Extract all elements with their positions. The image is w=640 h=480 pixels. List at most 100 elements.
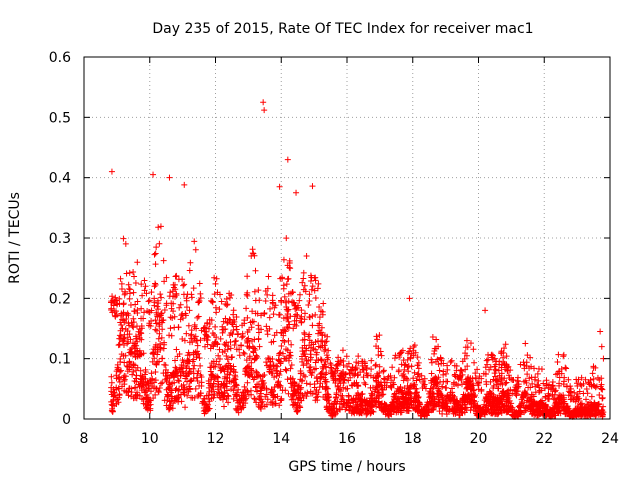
data-point (314, 285, 321, 292)
data-point (155, 306, 162, 313)
data-point (469, 382, 476, 389)
data-point (590, 375, 597, 382)
data-point (406, 295, 413, 302)
data-point (592, 364, 599, 371)
data-point (501, 375, 508, 382)
data-point (403, 407, 410, 414)
chart-title: Day 235 of 2015, Rate Of TEC Index for r… (152, 21, 533, 37)
data-point (410, 347, 417, 354)
data-point (527, 384, 534, 391)
data-point (384, 410, 391, 417)
data-point (253, 352, 260, 359)
data-point (322, 386, 329, 393)
data-point (221, 389, 228, 396)
data-point (210, 388, 217, 395)
data-point (166, 332, 173, 339)
data-point (108, 305, 115, 312)
data-point (458, 376, 465, 383)
data-point (221, 403, 228, 410)
data-point (187, 259, 194, 266)
data-point (532, 383, 539, 390)
data-point (503, 379, 510, 386)
data-point (413, 404, 420, 411)
data-point (305, 302, 312, 309)
data-point (211, 274, 218, 281)
tick-labels: 8 10 12 14 16 18 20 22 24 0 0.1 0.2 0.3 0.4 0.5 0.6 (49, 50, 619, 447)
data-point (210, 394, 217, 401)
data-point (372, 399, 379, 406)
data-point (219, 326, 226, 333)
data-point (299, 358, 306, 365)
data-point (584, 390, 591, 397)
data-point (152, 369, 159, 376)
data-point (463, 404, 470, 411)
data-point (156, 313, 163, 320)
data-point (167, 325, 174, 332)
data-point (515, 383, 522, 390)
data-point (194, 342, 201, 349)
data-point (299, 337, 306, 344)
data-point (315, 322, 322, 329)
data-point (393, 407, 400, 414)
data-point (323, 369, 330, 376)
data-point (280, 332, 287, 339)
data-point (126, 269, 133, 276)
data-point (321, 342, 328, 349)
data-point (289, 402, 296, 409)
data-point (297, 291, 304, 298)
data-point (234, 331, 241, 338)
data-point (529, 380, 536, 387)
data-point (291, 387, 298, 394)
data-point (474, 380, 481, 387)
data-point (486, 366, 493, 373)
data-point (318, 338, 325, 345)
data-point (233, 323, 240, 330)
data-point (591, 383, 598, 390)
data-point (455, 375, 462, 382)
data-point (301, 282, 308, 289)
data-point (556, 382, 563, 389)
data-point (123, 363, 130, 369)
data-point (136, 352, 143, 359)
data-point (230, 387, 237, 394)
data-point (156, 384, 163, 391)
data-point (151, 299, 158, 306)
data-point (281, 355, 288, 362)
data-point (434, 381, 441, 388)
data-point (288, 380, 295, 387)
data-point (269, 356, 276, 363)
data-point (157, 340, 164, 347)
data-point (445, 408, 452, 415)
data-point (362, 381, 369, 388)
data-point (338, 370, 345, 377)
data-point (400, 377, 407, 384)
data-point (129, 323, 136, 330)
data-point (133, 395, 140, 402)
data-point (397, 400, 404, 407)
data-point (391, 394, 398, 401)
data-point (122, 326, 129, 333)
data-point (429, 334, 436, 341)
data-point (428, 359, 435, 366)
data-point (272, 400, 279, 407)
data-point (560, 353, 567, 360)
data-point (165, 392, 172, 399)
data-point (472, 374, 479, 381)
data-point (284, 156, 291, 163)
data-point (138, 305, 145, 312)
data-point (131, 350, 138, 357)
data-point (172, 357, 179, 364)
data-point (256, 393, 263, 400)
data-point (212, 280, 219, 287)
data-point (364, 407, 371, 414)
data-point (578, 374, 585, 381)
data-point (239, 389, 246, 396)
data-point (204, 320, 211, 327)
data-point (551, 396, 558, 403)
data-point (108, 379, 115, 386)
data-point (298, 353, 305, 360)
data-point (597, 328, 604, 335)
data-point (391, 404, 398, 411)
data-point (286, 257, 293, 264)
data-point (308, 286, 315, 293)
